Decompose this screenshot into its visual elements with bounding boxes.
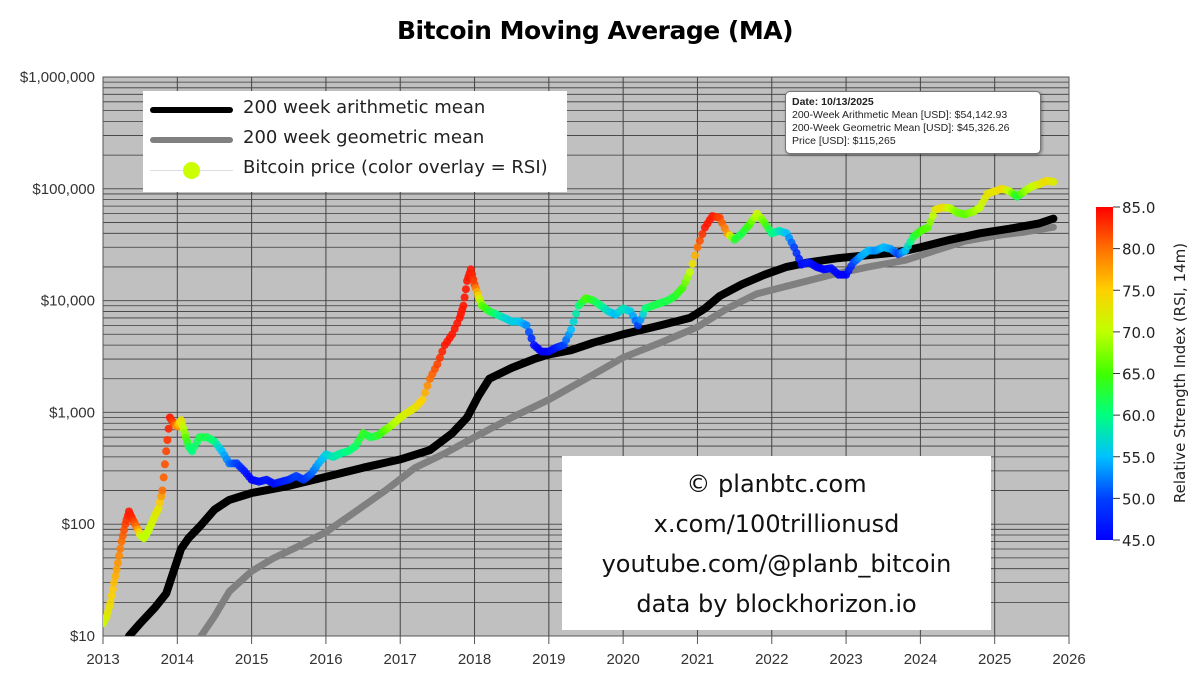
price-point [686,268,694,277]
y-tick-label: $10 [70,628,95,645]
price-point [423,381,432,390]
price-point [928,211,937,220]
colorbar-tick-label: 60.0 [1122,407,1155,425]
legend: 200 week arithmetic mean 200 week geomet… [143,91,567,192]
y-tick-label: $10,000 [41,293,95,310]
geometric-mean-line [197,223,1057,636]
x-tick-label: 2019 [532,651,565,668]
price-point [164,424,173,433]
price-point [106,598,115,607]
chart-title: Bitcoin Moving Average (MA) [397,16,794,45]
colorbar-tick-label: 85.0 [1122,199,1155,217]
x-tick-label: 2023 [829,651,862,668]
colorbar-label: Relative Strength Index (RSI, 14m) [1171,243,1189,503]
colorbar-tick-label: 45.0 [1122,532,1155,550]
price-point [418,395,427,404]
x-tick-label: 2025 [978,651,1011,668]
price-point [116,544,125,553]
watermark-box: © planbtc.com x.com/100trillionusd youtu… [562,456,991,630]
y-tick-label: $1,000,000 [20,69,95,86]
price-point [459,301,468,310]
legend-label: Bitcoin price (color overlay = RSI) [243,157,548,178]
watermark-line: data by blockhorizon.io [636,590,917,618]
legend-swatch-geometric [150,137,233,143]
watermark-line: x.com/100trillionusd [653,510,900,538]
price-point [113,559,122,567]
watermark-line: youtube.com/@planb_bitcoin [601,550,952,578]
price-point [1049,177,1058,186]
x-tick-label: 2024 [904,651,937,668]
price-point [698,230,707,239]
colorbar-tick-label: 70.0 [1122,324,1155,342]
price-point [572,309,581,318]
price-point [567,325,576,334]
colorbar-tick-label: 65.0 [1122,366,1155,384]
plot-border [102,76,1070,637]
y-tick-label: $100,000 [32,181,95,198]
x-tick-label: 2018 [458,651,491,668]
tooltip: Date: 10/13/2025 200-Week Arithmetic Mea… [785,91,1041,154]
x-tick-label: 2016 [309,651,342,668]
price-point [107,591,116,600]
y-tick-label: $1,000 [49,404,95,421]
price-point [693,243,702,252]
watermark-line: © planbtc.com [686,470,867,498]
x-tick-label: 2014 [161,651,194,668]
price-point [158,486,167,495]
x-tick-label: 2013 [86,651,119,668]
price-point [923,223,932,232]
tooltip-price: Price [USD]: $115,265 [792,135,896,147]
price-point [527,334,536,343]
colorbar-tick-label: 80.0 [1122,241,1155,259]
price-point [688,259,697,268]
price-point [111,572,120,581]
price-point [435,353,444,362]
x-tick-label: 2026 [1052,651,1085,668]
x-tick-label: 2020 [606,651,639,668]
x-tick-label: 2017 [384,651,417,668]
y-tick-label: $100 [62,516,95,533]
price-point [461,285,470,294]
x-axis: 2013 2014 2015 2016 2017 2018 2019 2020 2021 2022… [86,636,1086,668]
price-point [438,347,447,356]
legend-label: 200 week geometric mean [243,127,485,148]
legend-label: 200 week arithmetic mean [243,97,486,118]
price-point [112,565,121,574]
x-tick-label: 2022 [755,651,788,668]
x-tick-label: 2015 [235,651,268,668]
price-point [695,236,704,245]
price-point [159,473,168,482]
legend-item-arithmetic: 200 week arithmetic mean [143,94,567,124]
price-point [160,460,169,469]
tooltip-date: Date: 10/13/2025 [792,96,874,108]
price-point [163,436,172,444]
legend-marker-dot-icon [183,162,200,179]
tooltip-arithmetic-mean: 200-Week Arithmetic Mean [USD]: $54,142.… [792,109,1008,121]
x-tick-label: 2021 [681,651,714,668]
price-point [525,328,533,336]
colorbar-axis: 45.0 50.0 55.0 60.0 65.0 70.0 75.0 80.0 85.0 [1113,199,1155,550]
colorbar-tick-label: 55.0 [1122,449,1155,467]
legend-item-geometric: 200 week geometric mean [143,125,567,155]
price-series [103,176,1058,628]
legend-item-price: Bitcoin price (color overlay = RSI) [143,156,567,186]
colorbar-tick-label: 75.0 [1122,282,1155,300]
legend-swatch-arithmetic [150,107,233,113]
price-point [162,447,171,456]
y-axis: $10 $100 $1,000 $10,000 $100,000 $1,000,000 [20,69,95,645]
price-point [569,317,578,326]
colorbar [1096,207,1113,540]
price-point [115,551,124,560]
colorbar-tick-label: 50.0 [1122,490,1155,508]
price-point [433,360,442,369]
price-point [110,578,119,587]
price-point [460,293,469,302]
price-point [108,585,117,594]
price-point [522,321,531,330]
price-point [691,251,699,260]
price-point [421,388,429,397]
tooltip-geometric-mean: 200-Week Geometric Mean [USD]: $45,326.2… [792,122,1010,134]
